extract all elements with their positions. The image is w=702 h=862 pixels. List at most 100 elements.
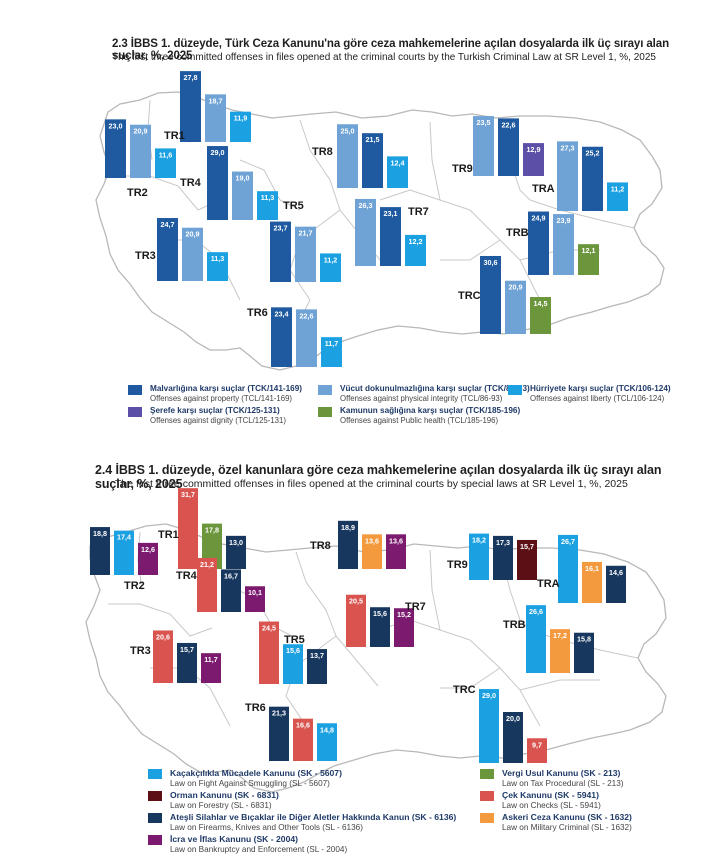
chart1-title: 2.3 İBBS 1. düzeyde, Türk Ceza Kanunu'na… bbox=[112, 38, 670, 62]
bar-TR9-property bbox=[498, 118, 519, 176]
bar-value-label: 9,7 bbox=[532, 740, 542, 749]
bar-value-label: 21,5 bbox=[366, 135, 380, 144]
region-label-TR1: TR1 bbox=[158, 529, 179, 541]
region-label-TRC: TRC bbox=[458, 290, 481, 302]
legend-swatch bbox=[148, 813, 162, 823]
bar-value-label: 12,2 bbox=[409, 237, 423, 246]
legend-sublabel: Offenses against dignity (TCL/125-131) bbox=[150, 416, 286, 425]
bar-TR1-liberty bbox=[230, 111, 251, 142]
legend-label: Kamunun sağlığına karşı suçlar (TCK/185-… bbox=[340, 406, 521, 415]
bar-value-label: 16,6 bbox=[296, 721, 310, 730]
region-label-TR2: TR2 bbox=[124, 580, 145, 592]
chart1-legend: Malvarlığına karşı suçlar (TCK/141-169) O… bbox=[128, 384, 688, 434]
bar-TRB-health bbox=[578, 244, 599, 275]
region-label-TR1: TR1 bbox=[164, 130, 185, 142]
legend-swatch bbox=[128, 407, 142, 417]
region-label-TR6: TR6 bbox=[245, 702, 266, 714]
bar-TRB-property bbox=[528, 211, 549, 275]
region-label-TRA: TRA bbox=[532, 183, 555, 195]
chart1-subtitle: The first three committed offenses in fi… bbox=[112, 52, 656, 63]
bar-value-label: 23,9 bbox=[557, 216, 571, 225]
bar-value-label: 11,7 bbox=[325, 339, 339, 348]
region-borders bbox=[108, 531, 639, 747]
legend-sublabel: Offenses against liberty (TCL/106-124) bbox=[530, 394, 665, 403]
bar-value-label: 20,9 bbox=[186, 230, 200, 239]
legend-swatch bbox=[128, 385, 142, 395]
chart2-title: 2.4 İBBS 1. düzeyde, özel kanunlara göre… bbox=[95, 463, 662, 491]
region-label-TR3: TR3 bbox=[130, 645, 151, 657]
bar-value-label: 20,5 bbox=[349, 597, 363, 606]
bar-TR6-physical bbox=[296, 309, 317, 367]
bar-TR2-liberty bbox=[155, 148, 176, 178]
bar-TR5-smuggling bbox=[283, 644, 303, 684]
bar-value-label: 26,3 bbox=[359, 201, 373, 210]
bar-value-label: 20,6 bbox=[156, 632, 170, 641]
bar-TR5-firearms bbox=[307, 649, 327, 684]
chart2-subtitle: The first three committed offenses in fi… bbox=[115, 478, 628, 490]
legend-sublabel: Law on Tax Procedural (SL - 213) bbox=[502, 779, 624, 788]
legend-swatch bbox=[148, 835, 162, 845]
legend-label: Çek Kanunu (SK - 5941) bbox=[502, 790, 599, 800]
bar-value-label: 27,8 bbox=[184, 73, 198, 82]
bar-TR1-property bbox=[180, 71, 201, 142]
bar-value-label: 29,0 bbox=[211, 148, 225, 157]
bar-value-label: 23,1 bbox=[384, 209, 398, 218]
bar-TRA-property bbox=[582, 146, 603, 211]
bar-value-label: 15,6 bbox=[286, 646, 300, 655]
bar-value-label: 17,4 bbox=[117, 533, 131, 542]
legend-swatch bbox=[148, 791, 162, 801]
legend-sublabel: Law on Forestry (SL - 6831) bbox=[170, 801, 272, 810]
bar-TR4-physical bbox=[232, 171, 253, 220]
legend-swatch bbox=[148, 769, 162, 779]
bar-TR6-property bbox=[271, 307, 292, 367]
bar-value-label: 17,3 bbox=[496, 538, 510, 547]
bar-value-label: 23,5 bbox=[477, 118, 491, 127]
bar-TR8-property bbox=[362, 133, 383, 188]
bar-TRC-firearms bbox=[503, 712, 523, 763]
bar-TRA-physical bbox=[557, 141, 578, 211]
bar-value-label: 13,0 bbox=[229, 538, 243, 547]
legend-sublabel: Law on Checks (SL - 5941) bbox=[502, 801, 601, 810]
bar-value-label: 23,0 bbox=[109, 121, 123, 130]
bar-TR1-firearms bbox=[226, 535, 246, 569]
bar-TR7-firearms bbox=[370, 607, 390, 647]
legend-swatch bbox=[318, 385, 332, 395]
bar-value-label: 13,6 bbox=[389, 536, 403, 545]
bar-TR9-dignity bbox=[523, 143, 544, 176]
legend-label: Kaçakçılıkla Mücadele Kanunu (SK - 5607) bbox=[170, 768, 342, 778]
bar-value-label: 15,7 bbox=[180, 645, 194, 654]
region-label-TR6: TR6 bbox=[247, 307, 268, 319]
legend-label: İcra ve İflas Kanunu (SK - 2004) bbox=[170, 834, 298, 844]
bar-value-label: 15,2 bbox=[397, 610, 411, 619]
bar-TR8-bankruptcy bbox=[386, 534, 406, 569]
region-label-TR8: TR8 bbox=[312, 146, 333, 158]
bar-TR2-property bbox=[105, 119, 126, 178]
bar-value-label: 23,7 bbox=[274, 224, 288, 233]
region-label-TR9: TR9 bbox=[452, 163, 473, 175]
bar-TR3-liberty bbox=[207, 252, 228, 281]
bar-TR6-liberty bbox=[321, 337, 342, 367]
bar-TR3-property bbox=[157, 218, 178, 281]
bar-TRC-smuggling bbox=[479, 689, 499, 763]
bar-value-label: 25,2 bbox=[586, 149, 600, 158]
legend-label: Orman Kanunu (SK - 6831) bbox=[170, 790, 279, 800]
bar-TRB-physical bbox=[553, 214, 574, 275]
bar-value-label: 12,9 bbox=[527, 145, 541, 154]
legend-swatch bbox=[480, 791, 494, 801]
bar-TR2-bankruptcy bbox=[138, 542, 158, 575]
legend-label: Şerefe karşı suçlar (TCK/125-131) bbox=[150, 406, 280, 415]
bar-TRB-smuggling bbox=[526, 605, 546, 673]
bar-value-label: 11,2 bbox=[324, 255, 338, 264]
legend-sublabel: Law on Fight Against Smuggling (SL - 560… bbox=[170, 779, 330, 788]
bar-TR2-firearms bbox=[90, 527, 110, 575]
bar-value-label: 17,2 bbox=[553, 631, 567, 640]
bar-value-label: 14,8 bbox=[320, 725, 334, 734]
bar-TR4-liberty bbox=[257, 191, 278, 220]
bar-TR2-smuggling bbox=[114, 530, 134, 575]
legend-label: Hürriyete karşı suçlar (TCK/106-124) bbox=[530, 384, 671, 393]
bar-value-label: 13,7 bbox=[310, 651, 324, 660]
bar-value-label: 23,4 bbox=[275, 309, 289, 318]
bar-value-label: 26,6 bbox=[529, 607, 543, 616]
bar-value-label: 29,0 bbox=[482, 691, 496, 700]
bar-value-label: 11,6 bbox=[159, 150, 173, 159]
